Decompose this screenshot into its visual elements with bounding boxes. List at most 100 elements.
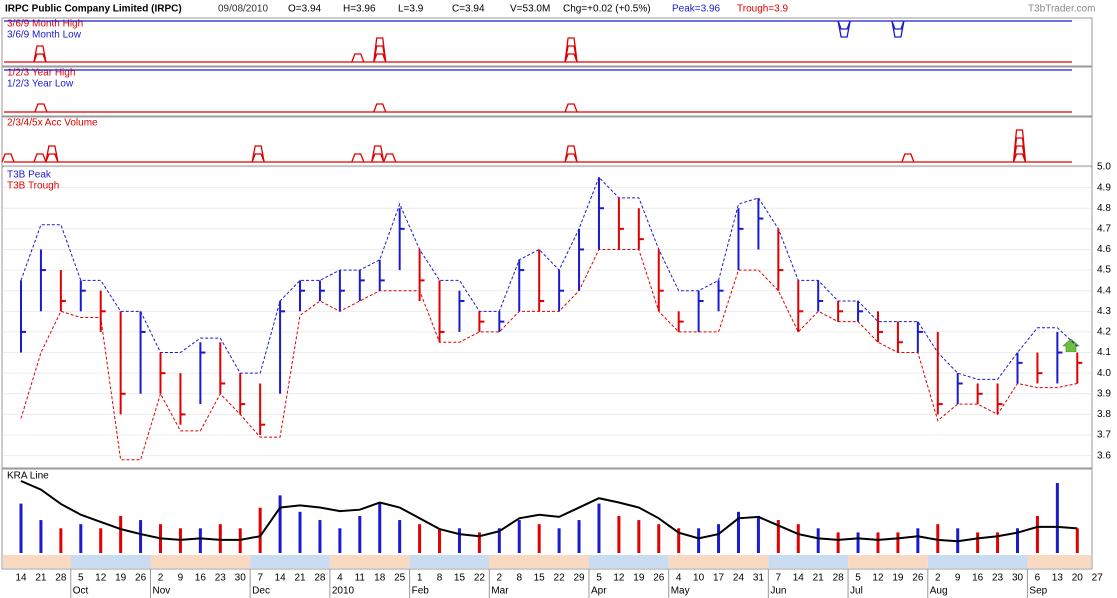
x-tick-label: 16	[195, 573, 207, 584]
x-tick-label: 5	[855, 573, 861, 584]
x-tick-label: 9	[178, 573, 184, 584]
signal-spike	[351, 153, 365, 163]
volume-bar	[278, 495, 282, 553]
volume-bar	[677, 528, 681, 553]
volume-bar	[637, 520, 641, 553]
month-label: 2010	[332, 586, 355, 597]
month-signal-pane	[1, 17, 1093, 67]
month-band	[329, 555, 410, 568]
x-tick-label: 21	[813, 573, 825, 584]
x-tick-label: 2	[497, 573, 503, 584]
x-tick-label: 15	[454, 573, 466, 584]
month-label: Jul	[850, 586, 863, 597]
volume-bar	[338, 528, 342, 553]
price-pane	[1, 166, 1093, 469]
volume-bar	[976, 532, 980, 553]
x-tick-label: 19	[633, 573, 645, 584]
x-tick-label: 5	[78, 573, 84, 584]
y-tick-label: 5.0	[1097, 162, 1111, 173]
volume-bar	[517, 520, 521, 553]
x-tick-label: 22	[474, 573, 486, 584]
volume-bar	[457, 528, 461, 553]
month-label: Jun	[770, 586, 786, 597]
x-tick-label: 20	[1072, 573, 1084, 584]
volume-bar	[697, 528, 701, 553]
date: 09/08/2010	[218, 4, 268, 15]
volume-bar	[836, 532, 840, 553]
x-tick-label: 16	[972, 573, 984, 584]
y-tick-label: 4.0	[1097, 368, 1111, 379]
y-tick-label: 4.4	[1097, 285, 1111, 296]
band-line	[20, 248, 1078, 461]
legend-label: 3/6/9 Month High	[7, 19, 83, 30]
x-tick-label: 14	[275, 573, 287, 584]
volume-bar	[218, 524, 222, 553]
signal-spike	[251, 145, 265, 163]
signal-spike	[33, 153, 47, 163]
volume-bar	[717, 524, 721, 553]
signal-spike	[901, 153, 915, 163]
x-tick-label: 12	[95, 573, 107, 584]
month-band	[588, 555, 669, 568]
volume-bar	[318, 520, 322, 553]
x-tick-label: 21	[35, 573, 47, 584]
month-band	[848, 555, 928, 568]
signal-spike	[34, 103, 48, 113]
signal-spike	[371, 145, 385, 163]
x-tick-label: 8	[516, 573, 522, 584]
volume-bar	[497, 528, 501, 553]
month-band	[1027, 555, 1091, 568]
legend-label: 3/6/9 Month Low	[7, 30, 82, 41]
signal-spike	[837, 20, 851, 38]
x-tick-label: 23	[215, 573, 227, 584]
x-tick-label: 31	[753, 573, 765, 584]
volume-bar	[298, 511, 302, 553]
month-label: Sep	[1029, 586, 1047, 597]
signal-spike	[1, 153, 15, 163]
x-tick-label: 8	[437, 573, 443, 584]
x-tick-label: 2	[158, 573, 164, 584]
x-tick-label: 15	[534, 573, 546, 584]
x-tick-label: 5	[596, 573, 602, 584]
volume-signal-pane	[1, 116, 1093, 167]
peak: Peak=3.96	[672, 4, 721, 15]
y-tick-label: 3.6	[1097, 450, 1111, 461]
y-tick-label: 4.9	[1097, 182, 1111, 193]
volume-bar	[378, 503, 382, 553]
month-label: Aug	[930, 586, 948, 597]
low: L=3.9	[398, 4, 424, 15]
x-tick-label: 26	[912, 573, 924, 584]
band-line	[20, 176, 1078, 380]
signal-spike	[33, 45, 47, 63]
volume-bar	[19, 503, 23, 553]
month-band	[489, 555, 589, 568]
close: C=3.94	[452, 4, 485, 15]
x-tick-label: 28	[314, 573, 326, 584]
month-label: Oct	[73, 586, 89, 597]
volume-bar	[996, 532, 1000, 553]
legend-label: 1/2/3 Year High	[7, 68, 75, 79]
change: Chg=+0.02 (+0.5%)	[563, 4, 651, 15]
site: T3bTrader.com	[1028, 4, 1095, 15]
month-band	[768, 555, 849, 568]
volume-bar	[876, 532, 880, 553]
x-tick-label: 24	[733, 573, 745, 584]
x-tick-label: 28	[833, 573, 845, 584]
signal-spike	[383, 153, 397, 163]
x-tick-label: 1	[417, 573, 423, 584]
month-label: Apr	[591, 586, 607, 597]
x-tick-label: 12	[613, 573, 625, 584]
month-band	[668, 555, 769, 568]
x-tick-label: 19	[115, 573, 127, 584]
x-tick-label: 19	[892, 573, 904, 584]
kra-pane	[1, 468, 1093, 570]
volume: V=53.0M	[510, 4, 550, 15]
x-tick-label: 11	[355, 573, 366, 584]
x-tick-label: 7	[776, 573, 782, 584]
x-tick-label: 6	[1035, 573, 1041, 584]
volume-bar	[557, 528, 561, 553]
y-tick-label: 3.8	[1097, 409, 1111, 420]
volume-bar	[358, 515, 362, 553]
volume-bar	[99, 528, 103, 553]
